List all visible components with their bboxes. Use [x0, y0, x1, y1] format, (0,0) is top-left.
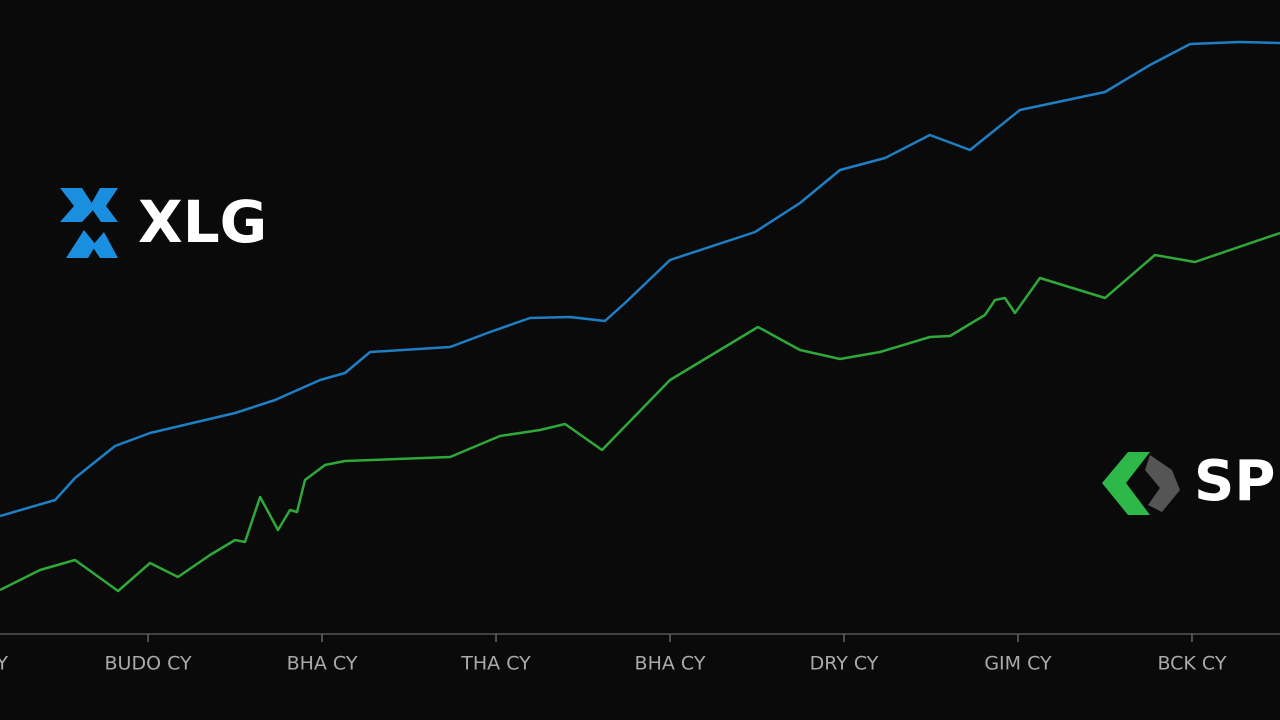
legend-label: XLG [138, 188, 267, 256]
logo-shape [1102, 452, 1150, 515]
x-tick-label: GIM CY [984, 653, 1052, 675]
legend-label: SP [1194, 449, 1275, 514]
x-tick-label: THA CY [460, 653, 531, 675]
x-tick-label: BHA CY [287, 653, 358, 675]
x-tick-label: BCK CY [1157, 653, 1226, 675]
x-tick-label: BUDO CY [105, 653, 192, 675]
x-tick-label: BHA CY [635, 653, 706, 675]
series-line [0, 40, 1280, 518]
logo-shape [1145, 455, 1180, 512]
logo-shape [60, 188, 95, 222]
sp-logo [1102, 452, 1180, 515]
logo-shape [92, 232, 118, 258]
x-tick-label: Y [0, 653, 8, 675]
xlg-logo [60, 188, 118, 258]
series-line [0, 231, 1280, 593]
x-tick-label: DRY CY [810, 653, 879, 675]
logo-shape [66, 230, 96, 258]
logo-shape [90, 188, 118, 222]
